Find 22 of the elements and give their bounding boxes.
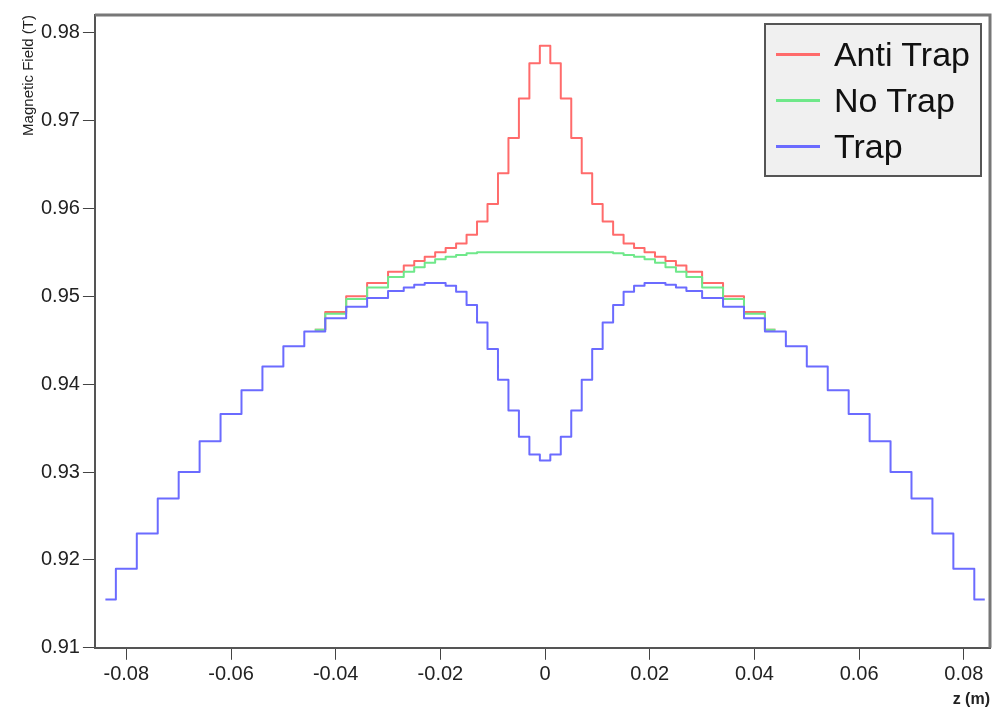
x-tick-label: 0.04 bbox=[734, 662, 774, 685]
x-tick-label: -0.08 bbox=[103, 662, 150, 685]
y-tick-label: 0.98 bbox=[40, 20, 80, 43]
x-tick-label: 0.06 bbox=[839, 662, 879, 685]
y-tick-label: 0.92 bbox=[40, 547, 80, 570]
y-tick-label: 0.93 bbox=[40, 459, 80, 482]
x-tick-label: 0 bbox=[539, 662, 551, 685]
y-tick-label: 0.96 bbox=[40, 195, 80, 218]
x-tick-label: 0.08 bbox=[944, 662, 984, 685]
legend-label: Trap bbox=[833, 126, 903, 167]
y-tick-label: 0.97 bbox=[40, 107, 80, 130]
x-tick-label: -0.04 bbox=[312, 662, 359, 685]
legend-label: Anti Trap bbox=[833, 34, 970, 75]
y-tick-label: 0.94 bbox=[40, 371, 80, 394]
y-tick-label: 0.95 bbox=[40, 283, 80, 306]
y-axis-title: Magnetic Field (T) bbox=[19, 15, 37, 136]
x-tick-label: -0.06 bbox=[208, 662, 254, 685]
x-axis-title: z (m) bbox=[952, 689, 990, 707]
legend-label: No Trap bbox=[833, 80, 955, 121]
y-tick-label: 0.91 bbox=[40, 635, 80, 658]
x-tick-label: 0.02 bbox=[630, 662, 670, 685]
x-tick-label: -0.02 bbox=[417, 662, 464, 685]
